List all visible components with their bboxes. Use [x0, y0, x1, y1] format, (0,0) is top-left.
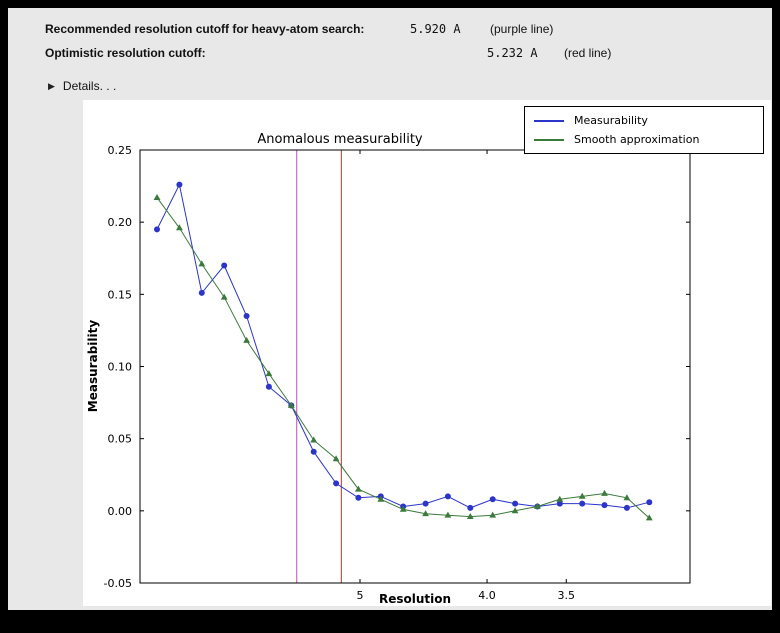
data-point-triangle: [198, 260, 206, 267]
data-point-circle: [310, 448, 317, 455]
data-point-triangle: [310, 436, 318, 443]
data-point-circle: [467, 504, 474, 511]
data-point-triangle: [243, 336, 250, 343]
optimistic-cutoff-value: 5.232 A: [487, 46, 538, 60]
recommended-cutoff-value: 5.920 A: [410, 22, 461, 36]
data-point-circle: [154, 226, 160, 233]
y-tick-label: -0.05: [104, 577, 132, 590]
data-point-triangle: [287, 401, 295, 408]
chart-legend: Measurability Smooth approximation: [524, 106, 764, 154]
optimistic-cutoff-note: (red line): [564, 46, 612, 60]
details-label: Details. . .: [62, 79, 117, 93]
data-point-triangle: [601, 489, 608, 496]
series-line: [156, 197, 650, 519]
y-tick-label: 0.10: [108, 361, 133, 374]
data-point-triangle: [466, 513, 474, 519]
recommended-cutoff-label: Recommended resolution cutoff for heavy-…: [45, 22, 365, 36]
data-point-triangle: [332, 455, 340, 462]
data-point-triangle: [422, 510, 429, 517]
optimistic-cutoff-label: Optimistic resolution cutoff:: [45, 46, 206, 60]
data-point-circle: [444, 493, 451, 500]
data-point-triangle: [645, 514, 653, 521]
data-point-triangle: [556, 495, 564, 502]
data-point-circle: [198, 289, 205, 296]
data-point-triangle: [176, 224, 183, 231]
data-point-circle: [623, 504, 630, 511]
recommended-cutoff-note: (purple line): [490, 22, 554, 36]
x-tick-label: 5: [357, 589, 364, 602]
data-point-triangle: [153, 194, 161, 200]
data-point-circle: [556, 500, 563, 507]
anomalous-measurability-chart: -0.05 0.00 0.05 0.10 0.15 0.20 0.25 5 4.0 3.5 Anom…: [86, 132, 691, 606]
recommended-cutoff-row: Recommended resolution cutoff for heavy-…: [8, 22, 772, 38]
y-tick-label: 0.00: [108, 505, 133, 518]
data-point-circle: [333, 480, 340, 487]
x-tick-label: 3.5: [558, 589, 576, 602]
data-point-circle: [422, 500, 429, 507]
data-point-circle: [265, 383, 272, 390]
y-tick-label: 0.25: [108, 144, 133, 157]
y-axis-label: Measurability: [86, 320, 100, 413]
data-point-triangle: [399, 505, 407, 512]
results-panel: Recommended resolution cutoff for heavy-…: [8, 8, 772, 610]
data-point-circle: [512, 500, 519, 507]
data-point-triangle: [578, 492, 586, 499]
x-tick-label: 4.0: [478, 589, 496, 602]
data-point-circle: [243, 313, 250, 319]
data-point-triangle: [623, 494, 631, 501]
data-point-triangle: [489, 511, 497, 518]
legend-label: Smooth approximation: [574, 133, 700, 146]
legend-label: Measurability: [574, 114, 648, 127]
details-disclosure[interactable]: ▶ Details. . .: [48, 78, 116, 94]
data-point-triangle: [355, 485, 362, 492]
series-line: [156, 183, 650, 509]
data-point-circle: [355, 494, 362, 501]
data-point-circle: [646, 499, 653, 506]
smooth-approximation-line-sample: [534, 138, 564, 141]
optimistic-cutoff-row: Optimistic resolution cutoff: 5.232 A (r…: [8, 46, 772, 62]
data-point-circle: [579, 500, 586, 507]
disclosure-triangle-icon: ▶: [48, 80, 55, 91]
y-tick-label: 0.15: [108, 288, 133, 301]
legend-entry-smooth-approximation: Smooth approximation: [525, 130, 763, 149]
chart-figure: -0.05 0.00 0.05 0.10 0.15 0.20 0.25 5 4.0 3.5 Anom…: [83, 100, 771, 606]
data-point-circle: [601, 502, 608, 509]
plot-frame: [139, 149, 691, 584]
y-tick-label: 0.05: [108, 433, 133, 446]
data-point-triangle: [377, 495, 385, 502]
data-point-triangle: [220, 293, 228, 300]
data-point-triangle: [444, 511, 452, 518]
x-axis-label: Resolution: [379, 592, 451, 606]
data-point-circle: [221, 262, 228, 269]
data-point-triangle: [534, 502, 541, 509]
measurability-line-sample: [534, 119, 564, 122]
y-tick-label: 0.20: [108, 216, 133, 229]
data-point-triangle: [511, 507, 519, 514]
data-point-circle: [489, 496, 496, 503]
legend-entry-measurability: Measurability: [525, 111, 763, 130]
data-point-circle: [176, 181, 183, 188]
chart-title: Anomalous measurability: [257, 132, 423, 147]
data-point-triangle: [265, 370, 273, 377]
